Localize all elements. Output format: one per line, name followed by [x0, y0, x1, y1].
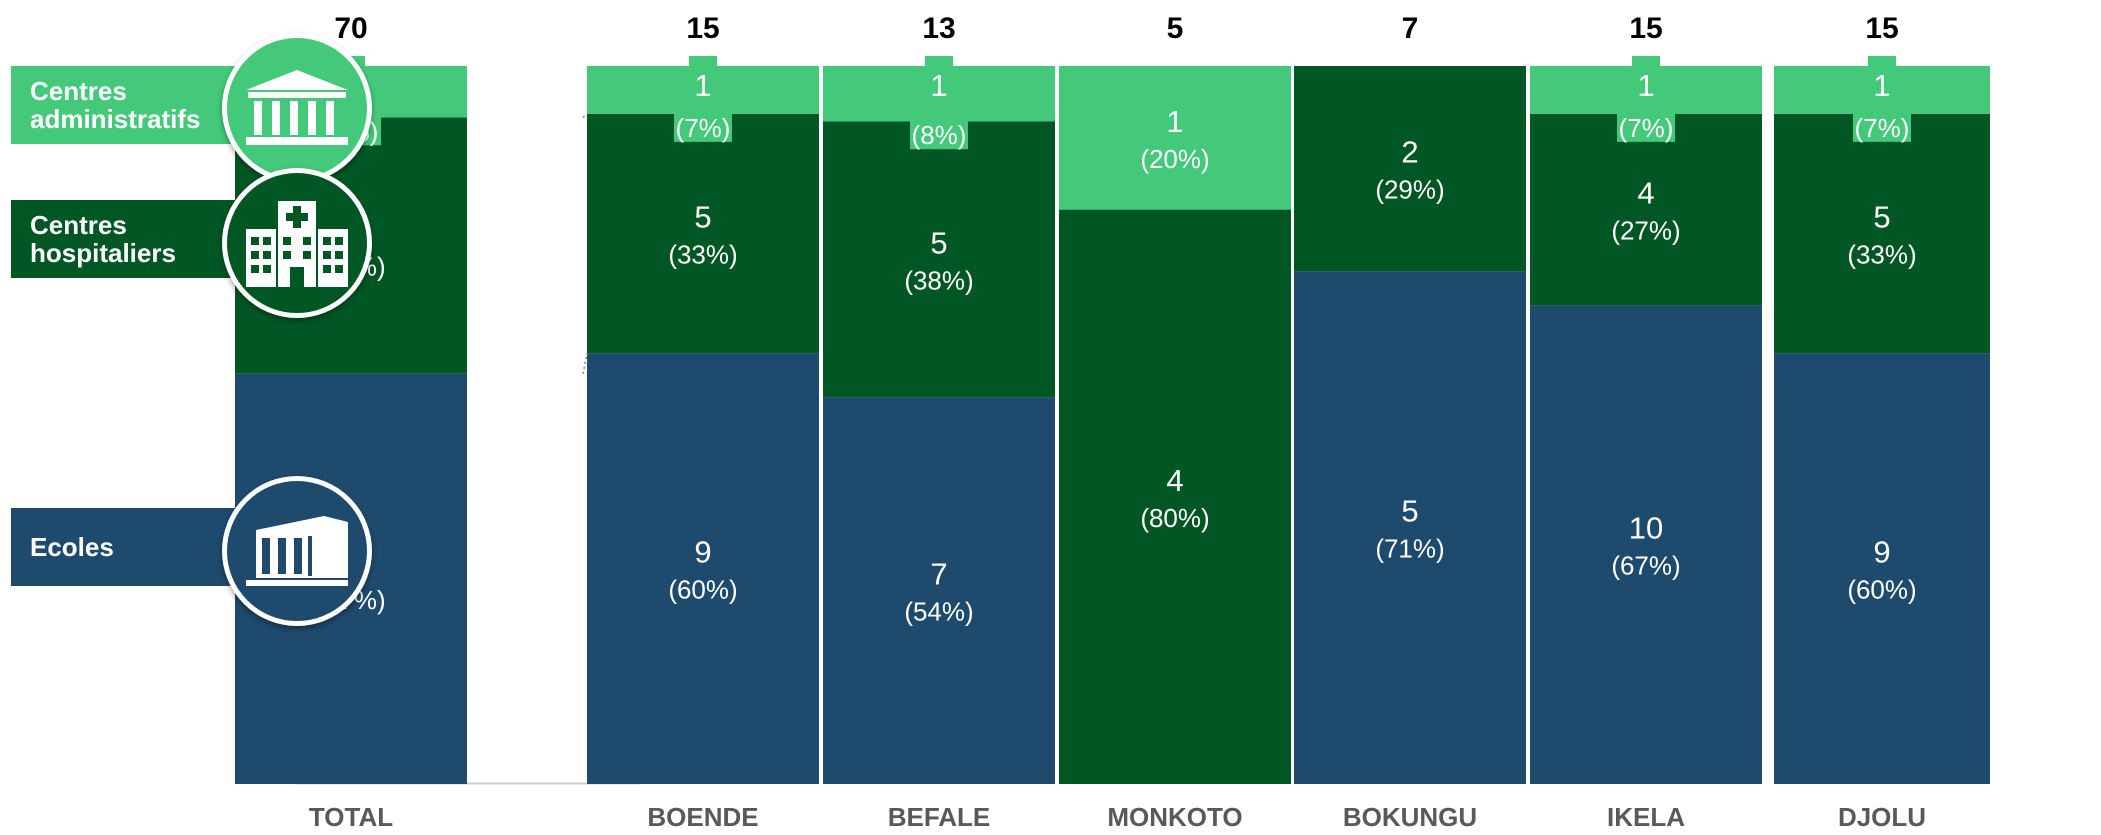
data-label-value: 5 [694, 200, 711, 235]
data-label-percent: (27%) [1611, 216, 1680, 246]
total-label: 7 [1402, 12, 1419, 45]
label-tab [925, 56, 953, 68]
bar-segment [1774, 113, 1990, 354]
connector-line [582, 113, 588, 118]
data-label-value: 4 [1166, 463, 1183, 498]
data-label-percent: (60%) [668, 575, 737, 605]
label-box [674, 111, 732, 142]
legend-label-centres-hospitaliers: Centres hospitaliers [11, 200, 236, 278]
category-label: DJOLU [1838, 802, 1926, 832]
data-label-percent: (54%) [904, 597, 973, 627]
data-label-percent: (38%) [904, 265, 973, 295]
total-label: 15 [1865, 12, 1898, 45]
data-label-value: 1 [1873, 68, 1890, 103]
bar-segment [587, 113, 819, 354]
data-label-percent: (7%) [1855, 113, 1910, 143]
data-label-value: 10 [1629, 511, 1663, 546]
data-label-value: 5 [1401, 494, 1418, 529]
total-label: 15 [1629, 12, 1662, 45]
category-label: TOTAL [309, 802, 393, 832]
data-label-percent: (33%) [1847, 240, 1916, 270]
label-box [1617, 111, 1675, 142]
data-label-value: 1 [694, 68, 711, 103]
data-label-value: 7 [930, 557, 947, 592]
bar-segment [1530, 305, 1762, 784]
bar-segment [1059, 209, 1291, 785]
data-label-percent: (29%) [1375, 175, 1444, 205]
bar-segment [1530, 113, 1762, 306]
legend-label-ecoles: Ecoles [11, 508, 236, 586]
bar-segment [587, 353, 819, 784]
bar-segment [823, 397, 1055, 784]
data-label-value: 5 [1873, 200, 1890, 235]
total-label: 13 [922, 12, 955, 45]
bar-segment [1059, 66, 1291, 210]
total-label: 15 [686, 12, 719, 45]
category-label: BOKUNGU [1343, 802, 1477, 832]
total-label: 70 [334, 12, 367, 45]
data-label-value: 9 [694, 535, 711, 570]
data-label-value: 4 [1637, 176, 1654, 211]
data-label-percent: (71%) [1375, 534, 1444, 564]
data-label-percent: (80%) [1140, 503, 1209, 533]
data-label-percent: (7%) [1619, 113, 1674, 143]
data-label-value: 5 [930, 225, 947, 260]
data-label-percent: (7%) [676, 113, 731, 143]
label-tab [1632, 56, 1660, 68]
data-label-value: 1 [1166, 104, 1183, 139]
bar-segment [823, 66, 1055, 122]
label-box [910, 119, 968, 150]
government-building-icon [222, 33, 372, 183]
label-tab [689, 56, 717, 68]
data-label-percent: (20%) [1140, 144, 1209, 174]
data-label-percent: (8%) [912, 120, 967, 150]
category-label: BOENDE [647, 802, 758, 832]
bar-segment [1530, 66, 1762, 114]
bar-segment [823, 121, 1055, 398]
label-box [1853, 111, 1911, 142]
data-label-percent: (60%) [1847, 575, 1916, 605]
school-building-icon [222, 476, 372, 626]
data-label-value: 1 [1637, 68, 1654, 103]
data-label-value: 2 [1401, 135, 1418, 170]
data-label-value: 1 [930, 68, 947, 103]
bar-segment [1774, 66, 1990, 114]
legend-label-centres-administratifs: Centres administratifs [11, 66, 236, 144]
label-tab [1868, 56, 1896, 68]
category-label: MONKOTO [1107, 802, 1242, 832]
bar-segment [1774, 353, 1990, 784]
bar-segment [1294, 271, 1526, 785]
total-label: 5 [1167, 12, 1184, 45]
bar-segment [587, 66, 819, 114]
bar-segment [1294, 66, 1526, 272]
hospital-icon [222, 168, 372, 318]
data-label-percent: (33%) [668, 240, 737, 270]
connector-line [582, 353, 588, 374]
category-label: IKELA [1607, 802, 1685, 832]
data-label-percent: (67%) [1611, 551, 1680, 581]
category-label: BEFALE [888, 802, 991, 832]
data-label-value: 9 [1873, 535, 1890, 570]
